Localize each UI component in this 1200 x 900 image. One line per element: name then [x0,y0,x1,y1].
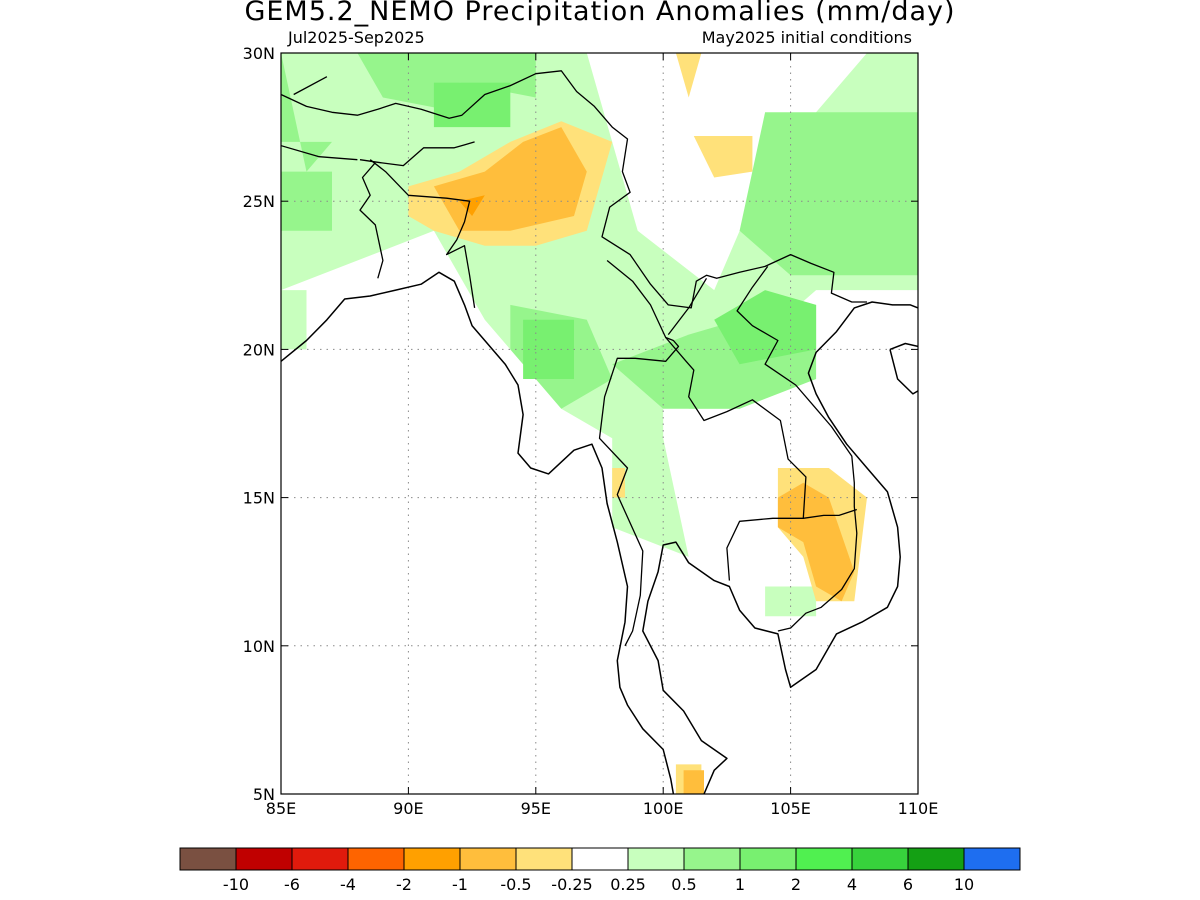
colorbar-label: 0.5 [671,875,696,894]
country-border [281,144,358,161]
lon-label: 95E [521,799,551,818]
anomaly-region [765,586,817,617]
colorbar-label: -2 [396,875,412,894]
colorbar-label: 2 [791,875,801,894]
colorbar-swatch [795,847,853,871]
lat-label: 25N [243,192,275,211]
anomaly-region [739,112,918,276]
country-border [369,159,476,308]
lat-lon-gridlines [281,53,918,794]
coastline [281,271,675,794]
coastline [642,301,918,794]
lon-label: 90E [393,799,423,818]
colorbar-label: 4 [847,875,857,894]
anomaly-region [683,770,704,794]
coastline [889,342,918,351]
colorbar-label: 10 [954,875,974,894]
initial-conditions: May2025 initial conditions [701,28,912,47]
lat-label: 30N [243,44,275,63]
colorbar-label: -6 [284,875,300,894]
colorbar: -10 -6 -4 -2 -1 -0.5 -0.25 0.25 0.5 1 2 4 6 10 [179,847,1021,894]
colorbar-label: -1 [452,875,468,894]
anomaly-region [612,468,625,498]
lat-label: 20N [243,340,275,359]
anomaly-region [281,290,307,350]
lat-label: 10N [243,637,275,656]
colorbar-label: -10 [223,875,249,894]
country-border [598,259,680,647]
country-border [359,162,384,279]
colorbar-swatch [907,847,965,871]
colorbar-swatch [459,847,517,871]
colorbar-swatch [235,847,293,871]
coastline [889,349,918,395]
colorbar-swatch [571,847,629,871]
anomaly-region [433,82,511,128]
colorbar-label: -4 [340,875,356,894]
colorbar-label: -0.25 [551,875,592,894]
lon-label: 100E [643,799,684,818]
country-border [359,141,475,167]
map-title: GEM5.2_NEMO Precipitation Anomalies (mm/… [244,0,956,27]
colorbar-label: 1 [735,875,745,894]
country-border [665,337,807,581]
colorbar-swatch [851,847,909,871]
lat-label: 15N [243,489,275,508]
anomaly-region [675,53,702,98]
colorbar-label: 0.25 [610,875,646,894]
country-border [281,70,867,309]
forecast-period: Jul2025-Sep2025 [288,28,425,47]
anomaly-region [693,136,753,178]
colorbar-swatch [963,847,1021,871]
colorbar-label: -0.5 [500,875,531,894]
lon-label: 110E [898,799,939,818]
colorbar-swatch [739,847,797,871]
coastlines-and-borders [281,70,918,794]
colorbar-swatch [627,847,685,871]
map-frame [280,52,919,795]
anomaly-shading [281,53,918,794]
country-border [803,508,858,519]
lon-label: 105E [770,799,811,818]
colorbar-swatch [683,847,741,871]
lat-label: 5N [253,785,275,804]
colorbar-swatch [515,847,573,871]
colorbar-swatch [291,847,349,871]
anomaly-region [777,482,855,602]
country-border [667,277,708,335]
anomaly-region [281,171,332,231]
colorbar-swatch [179,847,237,871]
colorbar-swatch [347,847,405,871]
colorbar-label: 6 [903,875,913,894]
colorbar-swatch [403,847,461,871]
lon-label: 85E [266,799,296,818]
map-axes: 85E 90E 95E 100E 105E 110E 5N 10N 15N 20N 25N 30N [243,44,939,818]
country-border [293,76,328,96]
country-border [736,266,858,632]
